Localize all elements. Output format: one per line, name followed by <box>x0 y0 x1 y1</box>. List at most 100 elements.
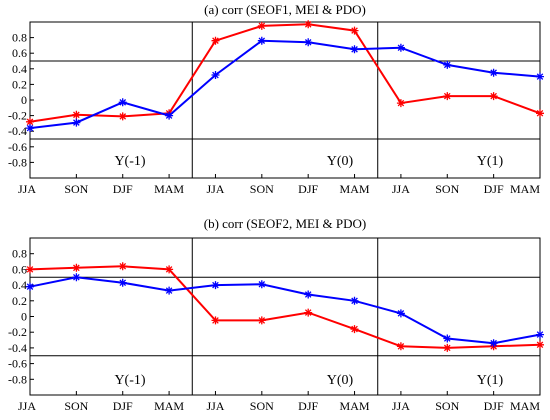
panel-a-xtick-label: SON <box>435 182 459 196</box>
panel-b-title: (b) corr (SEOF2, MEI & PDO) <box>204 216 366 231</box>
panel-a-ytick-label: 0.4 <box>12 62 27 76</box>
panel-a-axes-frame <box>29 21 541 179</box>
panel-b-ytick-label: 0.6 <box>12 262 27 276</box>
panel-b-series-2-point <box>489 339 498 348</box>
panel-a-series-1-point <box>536 109 544 118</box>
panel-a-xtick-label: DJF <box>298 182 318 196</box>
panel-b-series-1-point <box>165 265 174 274</box>
panel-b-ytick-label: -0.4 <box>8 341 27 355</box>
panel-b-series-1-point <box>257 316 266 325</box>
panel-b-series-1-point <box>72 263 81 272</box>
panel-b-xtick-label: SON <box>64 399 88 413</box>
panel-a-series-2-point <box>536 72 544 81</box>
panel-a-xtick-label: MAM <box>340 182 370 196</box>
panel-a-series-1-line <box>29 23 541 123</box>
panel-b-series-2-point <box>72 273 81 282</box>
panel-b-ytick-label: -0.6 <box>8 357 27 371</box>
panel-a-series-1-point <box>118 112 127 121</box>
panel-b-series-2-point <box>304 290 313 299</box>
panel-b-phase-label: Y(-1) <box>114 373 145 388</box>
panel-a-ytick-label: 0.8 <box>12 31 27 45</box>
panel-b-ytick-label: -0.2 <box>8 325 27 339</box>
panel-a-series-2-point <box>118 98 127 107</box>
panel-a-series-2-point <box>26 124 34 133</box>
panel-b-series-1-point <box>396 342 405 351</box>
panel-a-xtick-label: DJF <box>484 182 504 196</box>
panel-a-series-1-point <box>257 21 266 30</box>
panel-b-ytick-label: 0.2 <box>12 294 27 308</box>
panel-b-series-1-point <box>443 343 452 352</box>
panel-a-series-2-point <box>304 38 313 47</box>
panel-a-series-1-point <box>26 117 34 126</box>
panel-a-xtick-label: SON <box>64 182 88 196</box>
panel-a-ytick-label: -0.2 <box>8 109 27 123</box>
panel-a-ytick-label: -0.8 <box>8 155 27 169</box>
panel-b-series-2-point <box>118 278 127 287</box>
panel-a-ytick-label: -0.4 <box>8 124 27 138</box>
panel-a-xtick-label: MAM <box>154 182 184 196</box>
panel-a-series-1-point <box>396 99 405 108</box>
panel-b-ytick-label: 0 <box>21 310 27 324</box>
panel-b-xtick-label: SON <box>435 399 459 413</box>
panel-a-series-2-point <box>72 118 81 127</box>
panel-b-xtick-label: DJF <box>484 399 504 413</box>
panel-b-series-2-point <box>536 330 544 339</box>
panel-b-xtick-label: SON <box>250 399 274 413</box>
panel-a-xtick-label: JJA <box>392 182 410 196</box>
panel-a-xtick-label: DJF <box>113 182 133 196</box>
panel-a-series-2-point <box>489 68 498 77</box>
panel-a-series-1-point <box>211 36 220 45</box>
panel-b-ytick-label: 0.8 <box>12 247 27 261</box>
panel-a-ytick-label: 0.6 <box>12 46 27 60</box>
panel-a-ytick-label: 0 <box>21 93 27 107</box>
panel-b-series-2-point <box>26 282 34 291</box>
panel-b-series-1-point <box>211 316 220 325</box>
panel-a-series-1-point <box>443 92 452 101</box>
panel-a-xtick-label: SON <box>250 182 274 196</box>
panel-a-ytick-label: 0.2 <box>12 77 27 91</box>
panel-b-series-2-point <box>443 334 452 343</box>
panel-a-series-1-point <box>304 20 313 29</box>
panel-a-series-1-point <box>489 92 498 101</box>
panel-a-series-2-line <box>29 39 541 130</box>
panel-b-phase-label: Y(0) <box>327 373 354 388</box>
panel-b-xtick-label: MAM <box>154 399 184 413</box>
panel-b-series-2-point <box>350 296 359 305</box>
panel-a-phase-label: Y(1) <box>477 154 504 169</box>
panel-b-xtick-label: DJF <box>113 399 133 413</box>
panel-a-series-2-point <box>211 71 220 79</box>
panel-a-phase-label: Y(-1) <box>114 154 145 169</box>
panel-b-series-2-point <box>165 286 174 295</box>
panel-b-ytick-label: 0.4 <box>12 278 27 292</box>
panel-b-xtick-label: JJA <box>392 399 410 413</box>
panel-a-title: (a) corr (SEOF1, MEI & PDO) <box>204 2 366 17</box>
panel-b-xtick-label: MAM <box>510 399 540 413</box>
panel-b-series-1-line <box>29 265 541 349</box>
panel-b-series-1-point <box>118 262 127 271</box>
panel-b-series-2-line <box>29 276 541 345</box>
panel-b-series-1-point <box>350 325 359 334</box>
panel-b-xtick-label: MAM <box>340 399 370 413</box>
panel-b-series-2-point <box>396 309 405 318</box>
panel-b-ytick-label: -0.8 <box>8 372 27 386</box>
panel-a-xtick-label: JJA <box>206 182 224 196</box>
panel-b-series-1-point <box>26 265 34 274</box>
panel-b-series-1-point <box>536 340 544 349</box>
panel-a-xtick-label: MAM <box>510 182 540 196</box>
panel-b-series-2-point <box>257 280 266 289</box>
panel-a-ytick-label: -0.6 <box>8 140 27 154</box>
panel-a-series-1-point <box>72 110 81 119</box>
panel-a-series-2-point <box>257 36 266 45</box>
panel-b-xtick-label: JJA <box>18 399 36 413</box>
panel-b-xtick-label: DJF <box>298 399 318 413</box>
panel-a-series-2-point <box>443 60 452 69</box>
panel-a-series-1-point <box>350 26 359 35</box>
panel-a-phase-label: Y(0) <box>327 154 354 169</box>
panel-a-series-2-point <box>396 43 405 52</box>
panel-b-series-1-point <box>304 308 313 317</box>
panel-b-series-2-point <box>211 281 220 290</box>
panel-b-xtick-label: JJA <box>206 399 224 413</box>
panel-b-phase-label: Y(1) <box>477 373 504 388</box>
panel-a-xtick-label: JJA <box>18 182 36 196</box>
